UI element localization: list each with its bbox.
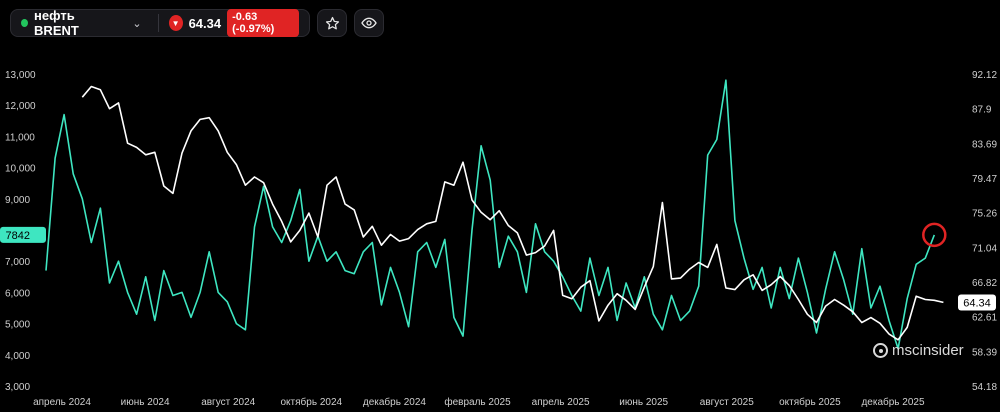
left-axis-tick: 13,000: [5, 70, 36, 81]
series-line-right: [81, 85, 944, 341]
right-axis-tick: 87.9: [972, 105, 992, 116]
eye-icon: [361, 17, 377, 29]
watermark: mscinsider: [873, 342, 964, 359]
down-arrow-icon: ▼: [168, 15, 183, 31]
chevron-down-icon[interactable]: ⌄: [132, 17, 142, 30]
price-change-badge: -0.63 (-0.97%): [227, 9, 299, 37]
last-value-badge-left: 7842: [0, 226, 46, 243]
current-price: 64.34: [188, 15, 222, 31]
visibility-button[interactable]: [354, 9, 384, 37]
last-value-badge-right: 64.34: [958, 294, 996, 311]
x-axis-tick: декабрь 2025: [861, 396, 925, 408]
x-axis-tick: апрель 2024: [33, 397, 91, 408]
instrument-selector[interactable]: нефть BRENT ⌄ ▼ 64.34 -0.63 (-0.97%): [10, 8, 310, 38]
right-axis-tick: 62.61: [972, 313, 997, 324]
favorite-button[interactable]: [317, 9, 347, 37]
x-axis-tick: октябрь 2024: [281, 396, 343, 408]
left-axis-tick: 7,000: [5, 257, 30, 268]
right-axis-tick: 66.82: [972, 278, 997, 289]
right-axis-tick: 92.12: [972, 70, 997, 81]
left-axis-tick: 12,000: [5, 101, 36, 112]
divider: [157, 14, 159, 32]
left-axis-tick: 11,000: [5, 132, 35, 143]
x-axis-tick: июнь 2024: [121, 397, 170, 408]
last-value-label: 64.34: [963, 297, 991, 309]
toolbar: нефть BRENT ⌄ ▼ 64.34 -0.63 (-0.97%): [10, 8, 384, 39]
left-axis-tick: 5,000: [5, 320, 30, 331]
left-axis-tick: 10,000: [5, 164, 36, 175]
right-axis-tick: 79.47: [972, 174, 997, 185]
left-axis-tick: 9,000: [5, 195, 30, 206]
right-axis-tick: 58.39: [972, 347, 997, 358]
watermark-logo-icon: [873, 343, 888, 358]
x-axis-tick: декабрь 2024: [363, 396, 427, 408]
highlight-circle: [922, 222, 947, 248]
left-axis-tick: 3,000: [5, 382, 30, 393]
series-line-left: [45, 79, 936, 350]
x-axis-tick: август 2024: [201, 397, 255, 408]
instrument-name: нефть BRENT: [34, 8, 79, 38]
star-icon: [325, 16, 339, 29]
left-axis-tick: 4,000: [5, 351, 30, 362]
x-axis-tick: октябрь 2025: [779, 396, 841, 408]
x-axis-tick: июнь 2025: [619, 397, 668, 408]
right-axis-tick: 71.04: [972, 243, 997, 254]
watermark-text: mscinsider: [892, 342, 964, 359]
x-axis-tick: август 2025: [700, 397, 754, 408]
last-value-label: 7842: [6, 230, 30, 242]
right-axis-tick: 83.69: [972, 139, 997, 150]
x-axis-tick: февраль 2025: [444, 396, 511, 408]
left-axis-tick: 6,000: [5, 288, 30, 299]
status-dot-icon: [21, 19, 29, 27]
x-axis-tick: апрель 2025: [532, 397, 590, 408]
right-axis-tick: 75.26: [972, 209, 997, 220]
right-axis-tick: 54.18: [972, 382, 997, 393]
